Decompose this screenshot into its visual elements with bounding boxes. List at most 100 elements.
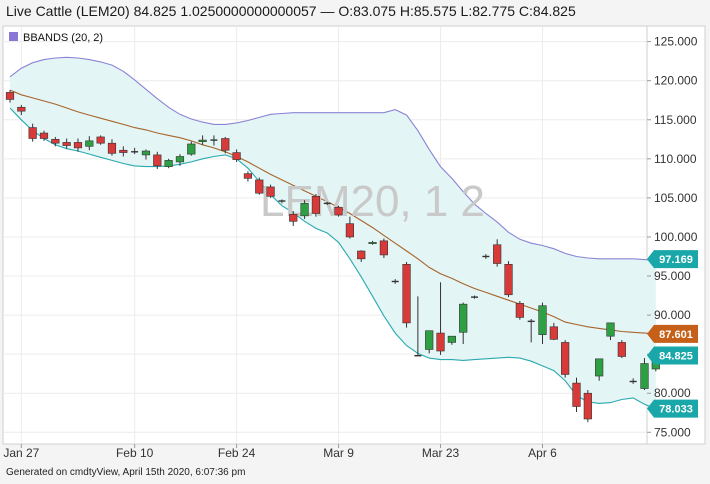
lower-band-line	[9, 107, 657, 410]
candle	[153, 151, 162, 169]
candle-body	[39, 132, 49, 139]
candle-body	[583, 392, 592, 420]
candle-body	[345, 223, 355, 238]
middle-band-line	[9, 89, 656, 335]
candle-body	[357, 250, 366, 260]
candle-body	[255, 179, 264, 194]
x-tick-label: Mar 23	[422, 446, 460, 460]
marker-lower-band-label: 78.033	[659, 404, 693, 416]
candle-body	[153, 154, 162, 167]
x-tick-label: Apr 6	[528, 446, 557, 460]
x-tick-label: Feb 10	[116, 446, 154, 460]
candle	[141, 149, 151, 160]
marker-upper-band-label: 97.169	[659, 254, 693, 266]
chart-title: Live Cattle (LEM20) 84.825 1.02500000000…	[6, 3, 576, 19]
candle-body	[402, 263, 411, 324]
candle	[232, 149, 241, 162]
candle	[471, 295, 479, 299]
candle-body	[232, 152, 241, 160]
candle	[572, 377, 581, 412]
candle-body	[289, 213, 298, 222]
candle	[51, 136, 60, 147]
candle	[368, 240, 377, 245]
candle	[289, 211, 298, 227]
candle-body	[221, 138, 230, 151]
candle-body	[379, 240, 388, 256]
candle-body	[334, 206, 343, 216]
candle-body	[5, 92, 15, 100]
candle-body	[119, 149, 128, 153]
y-tick-label: 120.000	[654, 74, 698, 88]
bollinger-band	[9, 56, 657, 410]
marker-upper-band: 97.169	[647, 250, 698, 269]
candle-body	[73, 142, 83, 149]
candle	[5, 90, 15, 103]
candle	[617, 340, 626, 359]
y-tick-label: 110.000	[654, 152, 697, 166]
legend: BBANDS (20, 2)	[9, 32, 103, 44]
candle	[345, 216, 355, 239]
candle-body	[504, 263, 513, 296]
candle-body	[28, 127, 37, 139]
candle	[504, 261, 513, 298]
legend-swatch	[9, 32, 18, 41]
band-fill	[10, 57, 656, 409]
marker-last-price-label: 84.825	[659, 351, 693, 363]
candle	[606, 322, 615, 341]
marker-middle-band-label: 87.601	[659, 329, 693, 341]
candlestick-series	[5, 90, 660, 423]
candle	[164, 158, 173, 169]
candle-body	[606, 322, 615, 337]
y-tick-label: 80.000	[654, 386, 691, 400]
candle-body	[493, 244, 502, 264]
marker-last-price: 84.825	[647, 346, 698, 365]
candle	[210, 135, 218, 146]
legend-label: BBANDS (20, 2)	[23, 32, 103, 44]
candle-body	[311, 196, 321, 214]
y-tick-label: 125.000	[654, 35, 698, 49]
candle-body	[459, 303, 468, 333]
watermark: LEM20, 1 2	[260, 177, 485, 226]
marker-lower-band: 78.033	[647, 399, 698, 418]
candle	[96, 135, 105, 145]
candle	[311, 193, 321, 217]
candle	[198, 135, 207, 145]
candle	[119, 146, 128, 157]
candle	[278, 199, 286, 204]
candle	[221, 136, 230, 154]
y-tick-label: 115.000	[654, 113, 697, 127]
candle	[583, 390, 592, 423]
x-axis-ticks: Jan 27 Feb 10 Feb 24 Mar 9 Mar 23 Apr 6	[3, 444, 557, 460]
candle-body	[175, 156, 185, 163]
candle-body	[141, 150, 151, 156]
candle	[629, 378, 637, 384]
candle	[300, 200, 309, 219]
candle	[187, 141, 196, 156]
candle-body	[447, 335, 456, 343]
candle-body	[243, 173, 253, 179]
candle	[73, 138, 83, 152]
candle	[391, 279, 399, 284]
candle-body	[17, 106, 26, 112]
candle-body	[187, 143, 196, 155]
candle	[414, 296, 422, 357]
candle	[379, 238, 388, 259]
candle	[131, 147, 139, 155]
marker-last-price-shape	[647, 346, 698, 365]
candle-body	[300, 203, 309, 217]
candle	[640, 358, 649, 391]
candle	[459, 302, 468, 344]
candle-body	[96, 136, 105, 144]
upper-band-line	[9, 56, 656, 261]
y-axis-panel	[646, 25, 706, 445]
candle	[595, 358, 604, 381]
candle	[62, 138, 71, 149]
candle	[255, 177, 264, 195]
x-tick-label: Jan 27	[3, 446, 39, 460]
candle	[175, 154, 185, 166]
candle	[85, 136, 94, 151]
candle	[482, 254, 490, 259]
price-markers: 97.169 87.601 84.825 78.033	[647, 250, 698, 418]
candle-body	[107, 142, 117, 154]
